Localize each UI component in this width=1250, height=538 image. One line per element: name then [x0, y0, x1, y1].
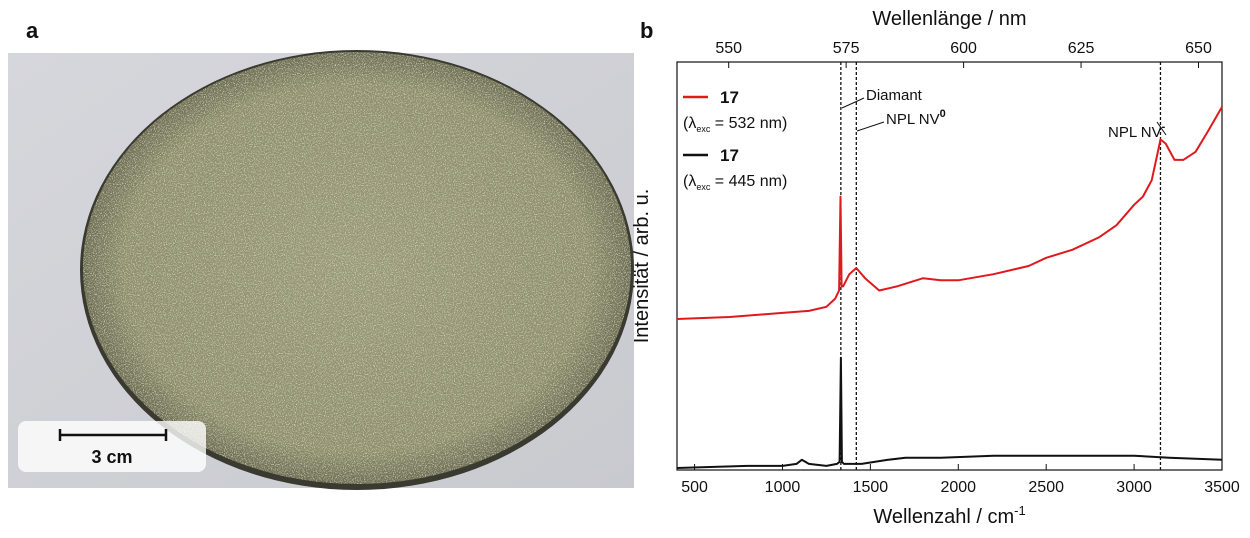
x2-tick-label: 550 [715, 40, 742, 57]
legend-excitation-sub: exc [696, 124, 711, 134]
panel-label: a [26, 18, 39, 43]
legend-excitation-text: (λ [683, 173, 696, 190]
legend-name: 17 [720, 146, 739, 165]
annotation-arrow [1156, 121, 1167, 136]
annotation-text: NPL NV [886, 111, 940, 128]
plot-frame [676, 61, 1223, 471]
annotation: Diamant [866, 87, 923, 104]
y-axis-label: Intensität / arb. u. [631, 189, 653, 344]
legend-name: 17 [720, 88, 739, 107]
annotation: NPL NV0 [886, 108, 946, 128]
annotation: NPL NV- [1108, 121, 1166, 141]
legend-excitation-text: = 445 nm) [710, 173, 787, 190]
x-tick-label: 1500 [853, 479, 889, 496]
diamond-disc [83, 52, 631, 484]
scale-label: 3 cm [91, 447, 132, 467]
x-axis-label-sup: -1 [1014, 503, 1026, 518]
x-tick-label: 2000 [940, 479, 976, 496]
annotation-text: Diamant [866, 87, 923, 104]
x2-tick-label: 575 [833, 40, 860, 57]
annotation-text: NPL NV [1108, 124, 1162, 141]
legend-excitation: (λexc = 445 nm) [683, 173, 787, 192]
x-tick-label: 500 [681, 479, 708, 496]
x-axis-label-text: Wellenzahl / cm [873, 506, 1014, 528]
x2-tick-label: 625 [1068, 40, 1095, 57]
legend-excitation: (λexc = 532 nm) [683, 115, 787, 134]
x2-axis-label: Wellenlänge / nm [872, 8, 1026, 30]
x-tick-label: 1000 [765, 479, 801, 496]
x2-tick-label: 600 [950, 40, 977, 57]
legend-excitation-text: = 532 nm) [710, 115, 787, 132]
spectrum-line [676, 356, 1223, 469]
annotation-sup: - [1162, 121, 1166, 133]
annotation-arrow [856, 121, 885, 132]
spectrum-line [676, 106, 1223, 320]
annotation-arrow [841, 97, 865, 109]
x-tick-label: 3500 [1204, 479, 1240, 496]
annotation-sup: 0 [940, 108, 946, 120]
x-tick-label: 2500 [1028, 479, 1064, 496]
x2-tick-label: 650 [1185, 40, 1212, 57]
panel-label: b [640, 18, 653, 43]
legend-excitation-text: (λ [683, 115, 696, 132]
legend-excitation-sub: exc [696, 182, 711, 192]
x-axis-label: Wellenzahl / cm-1 [873, 503, 1025, 528]
x-tick-label: 3000 [1116, 479, 1152, 496]
